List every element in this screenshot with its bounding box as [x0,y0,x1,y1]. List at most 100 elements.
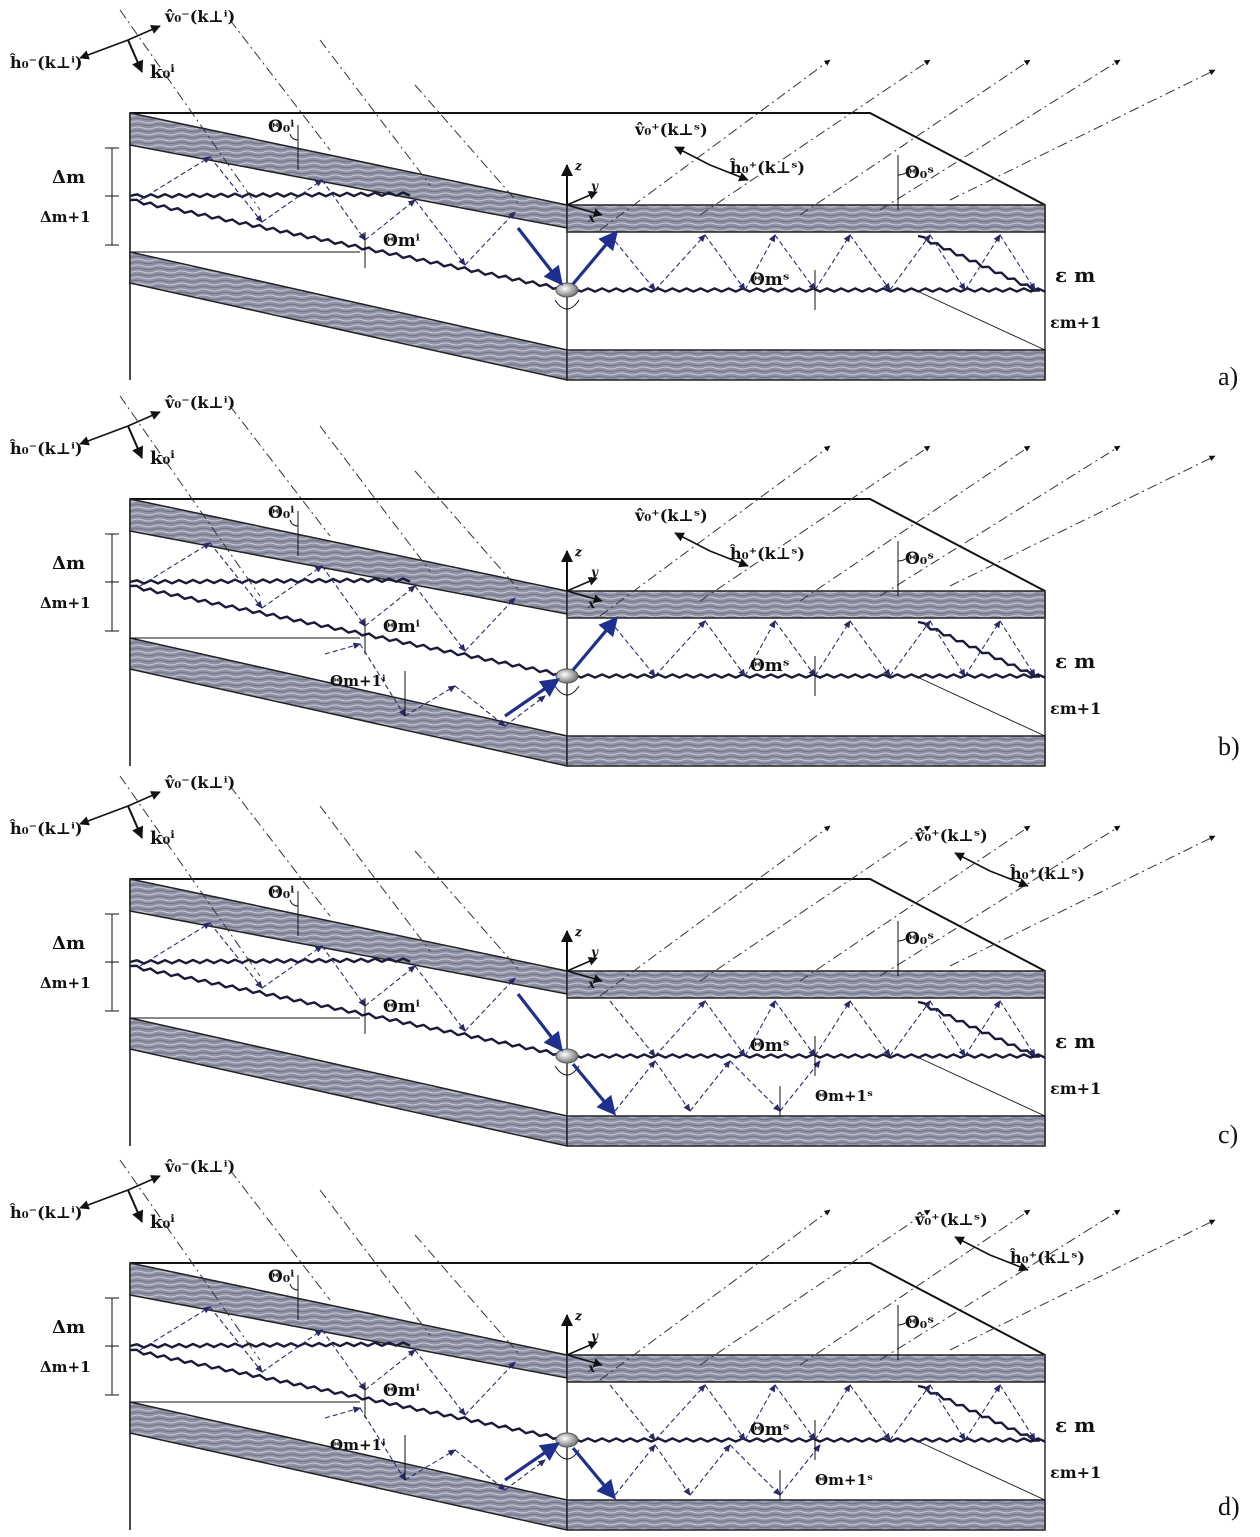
x-axis-label: x [587,1361,596,1375]
panel-label-c: c) [1218,1120,1239,1149]
right-reflection-rays [704,234,746,291]
lower-left-reflection-rays [324,642,362,655]
incident-k-vector [127,425,144,459]
left-reflection-rays [321,945,366,1007]
scattered-ray [599,59,831,231]
right-reflection-rays [704,1000,746,1057]
lower-left-reflection-rays [504,695,546,727]
right-reflection-rays [964,234,1001,291]
left-reflection-rays [321,1329,366,1391]
left-reflection-rays [364,199,416,241]
right-reflection-rays [744,234,776,291]
y-axis [566,957,598,972]
epsilon-m1-label: εm+1 [1050,699,1101,718]
right-reflection-rays [964,620,1001,677]
bold-ray [516,227,563,286]
right-reflection-rays [929,620,966,677]
left-reflection-rays [139,156,211,201]
left-reflection-rays [139,1306,211,1351]
left-reflection-rays [261,945,323,989]
incident-ray [119,9,261,211]
theta-0-i-label: Θ₀ⁱ [268,503,294,523]
incident-h-vector [79,425,129,446]
epsilon-m1-label: εm+1 [1050,1079,1101,1098]
scattered-ray [879,59,1121,211]
scattered-v-label: v̂₀⁺(k⊥ˢ) [634,506,708,525]
bottom-slab-right [566,1499,1046,1531]
y-axis [566,577,598,592]
lower-right-reflection-rays [654,1060,691,1112]
lower-right-reflection-rays [614,1444,656,1496]
angle-arc [289,519,299,527]
delta-m-label: Δm [52,933,85,954]
scattered-ray [949,1219,1216,1351]
scattered-h-vector [709,550,749,568]
scattered-h-vector [709,164,749,182]
left-reflection-rays [414,585,466,652]
left-reflection-rays [364,585,416,627]
incident-k-label: k₀ⁱ [150,828,175,849]
box-outline [130,1262,1046,1356]
right-reflection-rays [999,1384,1036,1441]
incident-ray [414,470,521,592]
angle-arc [289,1283,299,1291]
theta-0-s-label: Θ₀ˢ [905,549,934,569]
theta-m1-s-label: Θm+1ˢ [815,1087,873,1105]
top-slab-right [566,590,1046,619]
incident-k-label: k₀ⁱ [150,62,175,83]
incident-h-label: ĥ₀⁻(k⊥ⁱ) [9,52,83,72]
left-reflection-rays [261,179,323,223]
scattered-v-label: v̂₀⁺(k⊥ˢ) [914,826,988,845]
scattered-ray [799,445,1031,602]
lower-right-reflection-rays [729,1060,781,1112]
bold-ray [571,1062,617,1116]
angle-arc [897,933,911,942]
theta-m-i-label: Θmⁱ [383,1381,420,1401]
top-slab-right [566,1354,1046,1383]
bottom-slab-right [566,349,1046,381]
incident-h-vector [79,805,129,826]
box-outline [130,498,1046,592]
bold-ray [504,678,560,718]
right-reflection-rays [609,1384,656,1441]
angle-arc [289,899,299,907]
right-reflection-rays [774,1384,816,1441]
right-reflection-rays [609,620,656,677]
lower-right-reflection-rays [779,1444,821,1496]
incident-v-vector [127,791,161,807]
scattered-v-vector [674,532,711,552]
scattered-ray [949,69,1216,201]
box-outline [130,878,1046,972]
theta-m-i-label: Θmⁱ [383,997,420,1017]
theta-m-s-label: Θmˢ [750,656,790,676]
z-axis-label: z [574,545,583,559]
theta-m1-s-label: Θm+1ˢ [815,1471,873,1489]
incident-ray [414,850,521,972]
rough-interface-left-sloped [129,1348,568,1443]
right-reflection-rays [849,620,891,677]
top-slab-left [129,1262,568,1379]
incident-ray [414,84,521,206]
top-slab-right [566,204,1046,233]
incident-v-vector [127,1175,161,1191]
x-axis [566,204,603,218]
epsilon-m-label: ε m [1055,263,1095,287]
scattered-h-label: ĥ₀⁺(k⊥ˢ) [1009,1247,1085,1267]
right-reflection-rays [814,620,851,677]
incident-ray [414,1234,521,1356]
lower-right-reflection-rays [654,1444,691,1496]
right-reflection-rays [814,1000,851,1057]
rough-interface-left-sloped [129,198,568,293]
theta-0-i-label: Θ₀ⁱ [268,883,294,903]
delta-m-label: Δm [52,1317,85,1338]
scattering-point [555,668,579,684]
panel-d: zy x v̂₀⁻(k⊥ⁱ) ĥ₀⁻(k⊥ⁱ) k₀ⁱ Θ₀ⁱ v̂₀⁺(k⊥ˢ) ĥ₀⁺(k… [9,1157,1216,1531]
theta-0-s-label: Θ₀ˢ [905,163,934,183]
theta-m-s-label: Θmˢ [750,1036,790,1056]
incident-h-label: ĥ₀⁻(k⊥ⁱ) [9,1202,83,1222]
bottom-slab-left [129,251,568,381]
z-axis-label: z [574,925,583,939]
incident-k-label: k₀ⁱ [150,448,175,469]
incident-ray [119,1159,261,1361]
rough-interface-diagonal [917,620,1041,678]
